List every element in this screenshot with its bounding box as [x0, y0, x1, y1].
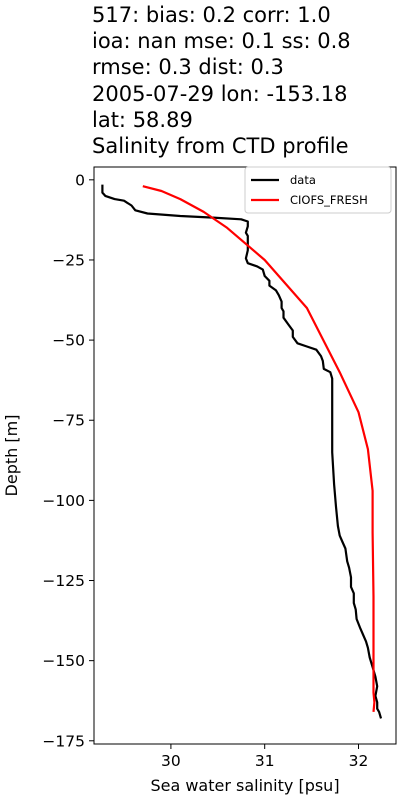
legend-label-1: data: [290, 173, 316, 187]
plot-area-frame: [93, 166, 397, 745]
legend-label-2: CIOFS_FRESH: [290, 193, 368, 207]
y-tick-label: −25: [52, 251, 85, 269]
title-line-6: Salinity from CTD profile: [92, 134, 349, 159]
y-tick-label: −50: [52, 332, 85, 350]
y-tick-label: −75: [52, 412, 85, 430]
x-tick-label: 31: [255, 752, 275, 770]
title-line-2: ioa: nan mse: 0.1 ss: 0.8: [92, 29, 351, 54]
chart-title: 517: bias: 0.2 corr: 1.0 ioa: nan mse: 0…: [92, 2, 397, 159]
title-line-4: 2005-07-29 lon: -153.18: [92, 81, 348, 106]
legend-box: [244, 166, 392, 214]
y-tick-label: −125: [42, 572, 85, 590]
x-axis-ticks: 30 31 32: [161, 744, 368, 770]
legend: data CIOFS_FRESH: [244, 166, 392, 214]
x-axis-label: Sea water salinity [psu]: [150, 776, 339, 795]
title-line-1: 517: bias: 0.2 corr: 1.0: [92, 3, 331, 27]
title-line-5: lat: 58.89: [92, 107, 193, 132]
title-line-3: rmse: 0.3 dist: 0.3: [92, 55, 284, 80]
y-axis-ticks: 0 −25 −50 −75 −100 −125 −150 −175: [42, 171, 94, 750]
x-tick-label: 30: [161, 752, 181, 770]
y-tick-label: −150: [42, 652, 85, 670]
y-tick-label: −100: [42, 492, 85, 510]
series-line-2: [142, 185, 376, 713]
y-tick-label: −175: [42, 732, 85, 750]
series-line-1: [101, 184, 383, 719]
series-layer: [101, 184, 383, 719]
y-axis-label: Depth [m]: [2, 415, 21, 497]
x-tick-label: 32: [349, 752, 369, 770]
y-tick-label: 0: [75, 171, 85, 189]
